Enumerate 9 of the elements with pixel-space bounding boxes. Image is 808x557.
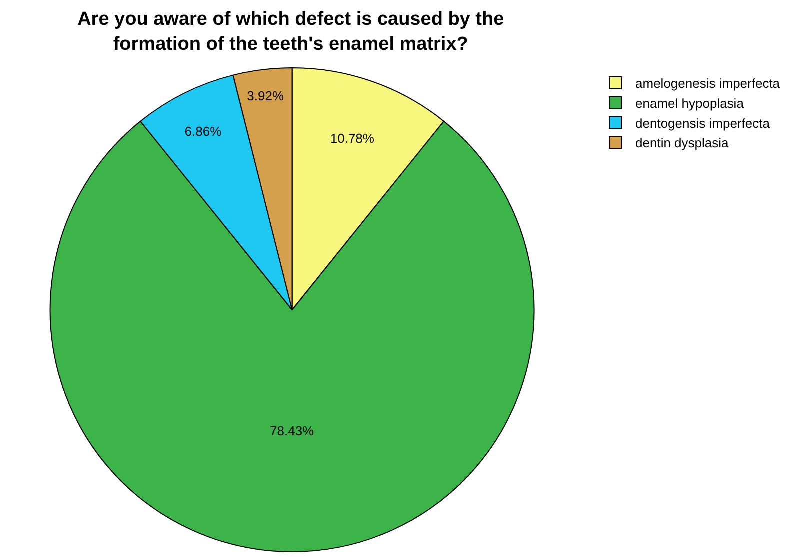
data-label: 6.86% (184, 124, 222, 140)
data-label: 78.43% (270, 424, 315, 438)
legend-label: dentin dysplasia (636, 136, 730, 151)
data-label: 10.78% (330, 131, 375, 146)
legend-label: dentogensis imperfecta (636, 116, 771, 131)
chart-title: Are you aware of which defect is caused by the formation of the teeth's enamel matrix? (78, 9, 504, 55)
legend-label: amelogenesis imperfecta (636, 76, 781, 92)
data-label: 3.92% (247, 88, 284, 104)
legend-label: enamel hypoplasia (636, 96, 745, 111)
